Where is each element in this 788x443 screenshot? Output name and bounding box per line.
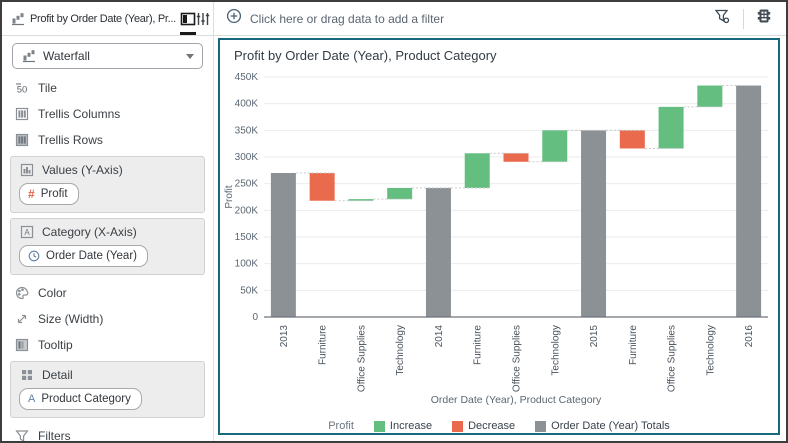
sidebar-item-label: Tooltip: [38, 338, 73, 352]
viz-title: Profit by Order Date (Year), Pr...: [30, 12, 176, 25]
size-width-icon: [14, 312, 29, 327]
svg-text:2016: 2016: [744, 325, 755, 348]
legend-label: Increase: [389, 420, 433, 432]
svg-text:Office Supplies: Office Supplies: [512, 325, 523, 392]
svg-text:150K: 150K: [235, 232, 259, 243]
svg-text:250K: 250K: [235, 179, 259, 190]
filterbar-actions: [714, 8, 772, 30]
svg-text:300K: 300K: [235, 152, 259, 163]
svg-text:2014: 2014: [434, 325, 445, 348]
totals-swatch: [535, 420, 547, 432]
svg-text:Technology: Technology: [550, 325, 561, 376]
trellis-columns-icon: [14, 107, 29, 122]
grammar-panel-button[interactable]: [180, 2, 196, 35]
pill-label: Product Category: [41, 393, 131, 405]
values-y-axis-section[interactable]: Values (Y-Axis) # Profit: [10, 156, 205, 213]
chart-type-dropdown[interactable]: Waterfall: [12, 43, 203, 69]
sidebar-item-label: Size (Width): [38, 312, 104, 326]
svg-text:Profit: Profit: [224, 185, 235, 209]
increase-swatch: [373, 420, 385, 432]
legend-item-totals[interactable]: Order Date (Year) Totals: [535, 420, 670, 432]
clock-icon: [28, 249, 40, 264]
pill-label: Order Date (Year): [46, 250, 137, 262]
svg-text:Furniture: Furniture: [318, 325, 329, 365]
svg-text:0: 0: [252, 312, 258, 323]
tooltip-icon: [14, 338, 29, 353]
svg-text:50K: 50K: [240, 285, 258, 296]
color-palette-icon: [14, 286, 29, 301]
product-category-pill[interactable]: A Product Category: [19, 388, 142, 410]
svg-text:Technology: Technology: [705, 325, 716, 376]
pill-label: Profit: [40, 188, 68, 200]
canvas-properties-icon[interactable]: [756, 8, 772, 29]
sidebar-item-label: Trellis Columns: [38, 107, 121, 121]
section-label: Detail: [42, 368, 73, 382]
filters-funnel-icon: [14, 429, 29, 441]
svg-text:Technology: Technology: [395, 325, 406, 376]
viz-header: Profit by Order Date (Year), Pr...: [2, 2, 214, 35]
profit-pill[interactable]: # Profit: [19, 183, 79, 205]
svg-text:2013: 2013: [279, 325, 290, 348]
svg-text:2015: 2015: [589, 325, 600, 348]
legend-title: Profit: [328, 420, 354, 432]
svg-text:Order Date (Year), Product Cat: Order Date (Year), Product Category: [431, 394, 602, 406]
attribute-a-icon: A: [28, 392, 36, 405]
visualization-canvas[interactable]: Profit by Order Date (Year), Product Cat…: [218, 38, 780, 435]
waterfall-chart[interactable]: 0 50K 100K 150K 200K 250K 300K 350K 400K 450K Prof…: [220, 65, 776, 411]
svg-text:Furniture: Furniture: [628, 325, 639, 365]
sidebar-item-label: Filters: [38, 429, 71, 441]
filter-visibility-icon[interactable]: [714, 8, 731, 30]
trellis-rows-icon: [14, 133, 29, 148]
add-filter-icon[interactable]: [226, 8, 242, 29]
legend-item-increase[interactable]: Increase: [373, 420, 433, 432]
decrease-swatch: [452, 420, 464, 432]
sidebar-item-label: Trellis Rows: [38, 133, 103, 147]
chart-type-value: Waterfall: [43, 49, 90, 63]
svg-text:100K: 100K: [235, 259, 259, 270]
svg-text:Furniture: Furniture: [473, 325, 484, 365]
legend-label: Decrease: [468, 420, 516, 432]
svg-text:Office Supplies: Office Supplies: [356, 325, 367, 392]
toolbar-divider: [743, 8, 744, 29]
sidebar-item-size[interactable]: Size (Width): [2, 306, 213, 332]
legend-item-decrease[interactable]: Decrease: [452, 420, 515, 432]
sidebar-item-label: Color: [38, 286, 67, 300]
filter-bar[interactable]: Click here or drag data to add a filter: [214, 2, 786, 35]
tile-icon: 50: [14, 81, 29, 96]
filter-prompt[interactable]: Click here or drag data to add a filter: [250, 11, 445, 26]
chart-legend: Profit Increase Decrease Order Date (Yea…: [220, 416, 778, 436]
detail-icon: [19, 368, 34, 383]
sidebar-item-tooltip[interactable]: Tooltip: [2, 332, 213, 358]
section-label: Category (X-Axis): [42, 225, 137, 239]
svg-text:Office Supplies: Office Supplies: [667, 325, 678, 392]
sidebar-item-trellis-rows[interactable]: Trellis Rows: [2, 127, 213, 153]
top-bar: Profit by Order Date (Year), Pr... Click…: [2, 2, 786, 36]
values-axis-icon: [19, 163, 34, 178]
legend-label: Order Date (Year) Totals: [551, 420, 670, 432]
section-label: Values (Y-Axis): [42, 163, 123, 177]
svg-text:350K: 350K: [235, 125, 259, 136]
category-axis-icon: A: [19, 225, 34, 240]
sidebar-item-label: Tile: [38, 81, 57, 95]
waterfall-chart-icon: [10, 11, 25, 26]
svg-text:200K: 200K: [235, 205, 259, 216]
grammar-panel: Waterfall 50 Tile Trellis Columns Trelli…: [2, 36, 214, 441]
sidebar-item-filters[interactable]: Filters: [2, 423, 213, 441]
order-date-pill[interactable]: Order Date (Year): [19, 245, 148, 267]
chevron-down-icon: [186, 53, 194, 59]
sidebar-item-trellis-columns[interactable]: Trellis Columns: [2, 101, 213, 127]
svg-text:A: A: [24, 228, 30, 237]
sidebar-item-color[interactable]: Color: [2, 280, 213, 306]
svg-text:50: 50: [17, 85, 28, 96]
measure-hash-icon: #: [28, 187, 35, 201]
svg-text:400K: 400K: [235, 99, 259, 110]
detail-section[interactable]: Detail A Product Category: [10, 361, 205, 418]
settings-panel-button[interactable]: [196, 2, 210, 35]
waterfall-icon: [21, 49, 36, 64]
chart-title: Profit by Order Date (Year), Product Cat…: [234, 48, 497, 63]
svg-text:450K: 450K: [235, 72, 259, 83]
category-x-axis-section[interactable]: A Category (X-Axis) Order Date (Year): [10, 218, 205, 275]
sidebar-item-tile[interactable]: 50 Tile: [2, 75, 213, 101]
